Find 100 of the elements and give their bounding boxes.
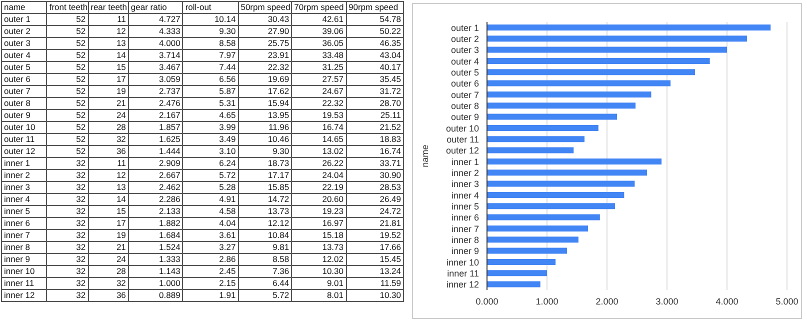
y-tick-label: inner 6 <box>451 212 479 223</box>
data-label: 2.476 <box>159 98 180 108</box>
data-label: 17.66 <box>380 242 401 252</box>
data-label: 1.524 <box>159 242 180 252</box>
data-label: 52 <box>76 146 86 156</box>
y-tick-label: outer 10 <box>446 123 479 134</box>
text: 70rpm speed <box>292 2 346 14</box>
y-tick-label: inner 5 <box>451 201 479 212</box>
data-label: 9.30 <box>219 26 236 36</box>
category-label: outer 11 <box>2 134 47 146</box>
bar <box>487 180 635 187</box>
data-label: 13.95 <box>268 110 290 120</box>
category-label: outer 8 <box>2 98 47 110</box>
data-label: 17.17 <box>268 170 290 180</box>
data-label: 11 <box>117 14 126 24</box>
bar <box>487 80 671 86</box>
bar <box>487 258 556 265</box>
data-label: 3.714 <box>159 50 180 60</box>
data-label: 3.10 <box>219 146 236 156</box>
data-label: 18.83 <box>380 134 401 144</box>
data-label: 3.49 <box>219 134 236 144</box>
data-label: 32 <box>76 158 86 168</box>
data-label: 1.000 <box>159 278 180 288</box>
data-label: 23.91 <box>268 50 290 60</box>
category-label: outer 12 <box>2 146 47 158</box>
data-label: 32 <box>76 230 86 240</box>
category-label: inner 1 <box>2 158 47 170</box>
data-label: 32 <box>76 218 86 228</box>
data-label: 2.909 <box>159 158 180 168</box>
data-label: 28.53 <box>380 182 401 192</box>
data-label: 12.02 <box>322 254 344 264</box>
data-label: 15.94 <box>268 98 290 108</box>
data-label: 5.28 <box>219 182 236 192</box>
data-label: 8.01 <box>326 290 344 300</box>
data-label: 4.58 <box>219 206 236 216</box>
data-label: 22.32 <box>268 62 290 72</box>
data-label: 32 <box>76 194 86 204</box>
data-label: 52 <box>76 50 86 60</box>
data-label: 2.462 <box>159 182 180 192</box>
y-tick-label: inner 12 <box>446 280 479 290</box>
data-label: 52 <box>76 38 86 48</box>
y-tick-label: inner 3 <box>451 179 479 190</box>
data-label: 10.14 <box>214 14 236 24</box>
data-label: 22.19 <box>322 182 344 192</box>
bar <box>487 46 727 53</box>
data-label: 32 <box>76 170 86 180</box>
data-label: 5.72 <box>219 170 236 180</box>
data-label: 31.25 <box>322 62 344 72</box>
bar <box>487 102 636 109</box>
data-label: 19.23 <box>322 206 344 216</box>
data-label: 54.78 <box>380 14 401 24</box>
data-label: 15.85 <box>268 182 290 192</box>
data-label: 6.56 <box>219 74 236 84</box>
data-label: 52 <box>76 74 86 84</box>
data-label: 16.97 <box>322 218 344 228</box>
data-label: 11.59 <box>380 278 401 288</box>
y-tick-label: inner 8 <box>451 234 479 245</box>
y-tick-label: inner 4 <box>451 190 479 200</box>
legend-label: rear teeth <box>88 2 128 14</box>
category-label: outer 10 <box>2 122 47 134</box>
category-label: outer 2 <box>2 26 47 38</box>
data-label: 15 <box>116 206 126 216</box>
data-label: 13.73 <box>268 206 290 216</box>
data-label: 15.18 <box>322 230 344 240</box>
data-label: 5.87 <box>219 86 236 96</box>
bar <box>487 124 598 131</box>
data-label: 2.86 <box>219 254 236 264</box>
category-label: outer 1 <box>2 14 47 26</box>
data-label: 4.000 <box>159 38 180 48</box>
y-tick-label: outer 6 <box>450 78 479 89</box>
category-label: outer 5 <box>2 62 47 74</box>
data-label: 1.143 <box>159 266 180 276</box>
data-label: 5.72 <box>272 290 290 300</box>
data-label: 52 <box>76 62 86 72</box>
y-tick-label: outer 7 <box>450 90 479 100</box>
data-label: 2.167 <box>159 110 180 120</box>
data-label: 27.57 <box>322 74 344 84</box>
data-label: 8.58 <box>219 38 236 48</box>
data-label: 3.059 <box>159 74 180 84</box>
text: front teeth <box>46 2 88 14</box>
category-label: inner 2 <box>2 170 47 182</box>
data-label: 52 <box>76 110 86 120</box>
data-label: 3.61 <box>219 230 236 240</box>
data-label: 32 <box>76 254 86 264</box>
data-label: 1.882 <box>159 218 180 228</box>
data-label: 43.04 <box>380 50 401 60</box>
bar <box>487 281 540 288</box>
data-label: 6.24 <box>219 158 236 168</box>
y-tick-label: inner 1 <box>451 156 479 167</box>
data-label: 28 <box>116 266 126 276</box>
data-label: 19.53 <box>322 110 344 120</box>
data-label: 18.73 <box>268 158 290 168</box>
x-tick-label: 3.000 <box>656 296 678 306</box>
y-tick-label: outer 8 <box>450 100 479 111</box>
y-tick-label: inner 7 <box>451 224 479 234</box>
bar <box>487 192 624 198</box>
data-label: 4.333 <box>159 26 180 36</box>
data-label: 10.30 <box>380 290 401 300</box>
category-label: outer 7 <box>2 86 47 98</box>
text: 50rpm speed <box>238 2 292 14</box>
